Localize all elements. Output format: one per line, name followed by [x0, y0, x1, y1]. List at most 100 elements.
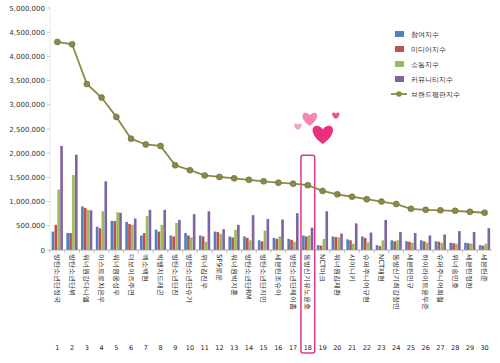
bar: [158, 232, 161, 250]
x-tick-label: 세븐틴준: [480, 254, 488, 282]
rank-label: 2: [70, 344, 74, 352]
y-tick-label: 3,000,000: [9, 101, 45, 109]
bar: [217, 232, 220, 250]
bar: [293, 242, 296, 250]
rank-label: 8: [158, 344, 162, 352]
line-marker: [349, 194, 355, 200]
bar: [246, 238, 249, 250]
x-tick: [403, 250, 404, 253]
bar: [455, 244, 458, 250]
y-tick: [47, 8, 50, 9]
bar: [305, 236, 308, 250]
bar: [464, 243, 467, 250]
bar: [81, 206, 84, 250]
bar: [96, 227, 99, 250]
x-tick-label: 위너김진우: [200, 254, 208, 289]
line-marker: [113, 114, 119, 120]
x-tick-label: 샤이니키: [348, 254, 356, 282]
y-tick-label: 4,500,000: [9, 29, 45, 37]
line-marker: [158, 143, 164, 149]
bar: [485, 244, 488, 250]
bar: [54, 225, 57, 250]
heart: [313, 126, 333, 144]
bar: [440, 243, 443, 250]
x-tick-label: 슈퍼주니어희철: [436, 254, 444, 303]
bar: [364, 238, 367, 250]
rank-label: 5: [114, 344, 118, 352]
bar: [423, 241, 426, 250]
x-tick-label: 아스트로차은우: [97, 254, 105, 303]
y-tick: [47, 129, 50, 130]
y-tick: [47, 104, 50, 105]
rank-label: 20: [333, 344, 341, 352]
x-tick: [388, 250, 389, 253]
x-tick: [64, 250, 65, 253]
bar: [219, 234, 222, 250]
bar: [340, 234, 343, 250]
rank-label: 22: [363, 344, 371, 352]
x-tick-label: 동방신기유노윤호: [303, 254, 311, 310]
line-marker: [84, 81, 90, 87]
bar: [178, 220, 181, 250]
bar: [426, 243, 429, 250]
bar: [414, 233, 417, 250]
y-tick-label: 500,000: [16, 222, 45, 230]
x-tick: [374, 250, 375, 253]
chart: 0500,0001,000,0001,500,0002,000,0002,500…: [0, 0, 500, 363]
x-tick-label: 슈퍼주니어규현: [362, 254, 370, 303]
x-tick-label: 방탄소년단지민: [259, 254, 267, 303]
bar: [52, 232, 55, 250]
rank-label: 24: [392, 344, 400, 352]
line-marker: [290, 181, 296, 187]
line-marker: [408, 206, 414, 212]
bar: [355, 223, 358, 250]
bar: [134, 219, 137, 250]
bar: [131, 225, 134, 250]
legend-swatch: [395, 46, 404, 52]
rank-label: 30: [480, 344, 488, 352]
bar: [479, 245, 482, 250]
line-marker: [202, 172, 208, 178]
x-tick: [477, 250, 478, 253]
rank-label: 25: [407, 344, 415, 352]
y-tick-label: 1,000,000: [9, 198, 45, 206]
x-tick-label: 방탄소년단진: [171, 254, 179, 296]
x-tick: [138, 250, 139, 253]
x-tick: [108, 250, 109, 253]
x-tick-label: 워너원강다니엘: [82, 254, 90, 303]
bar: [438, 242, 441, 250]
legend-label: 브랜드평판지수: [411, 91, 460, 99]
bar: [449, 243, 452, 250]
legend-swatch: [395, 76, 404, 82]
bar: [399, 232, 402, 250]
legend-swatch: [395, 31, 404, 37]
line-marker: [423, 207, 429, 213]
line-marker: [216, 174, 222, 180]
x-tick-label: 방탄소년단RM: [244, 254, 252, 300]
bar: [155, 230, 158, 250]
line-marker: [231, 175, 237, 181]
line-marker: [99, 95, 105, 101]
x-tick: [197, 250, 198, 253]
x-tick: [271, 250, 272, 253]
x-tick: [418, 250, 419, 253]
line-marker: [261, 178, 267, 184]
y-tick-label: 0: [41, 247, 45, 255]
bar: [69, 233, 72, 250]
bar: [113, 221, 116, 250]
bar: [443, 235, 446, 250]
bar: [367, 242, 370, 250]
line-marker: [467, 209, 473, 215]
bar: [411, 243, 414, 250]
bar: [163, 210, 166, 250]
bar: [199, 235, 202, 250]
x-tick: [94, 250, 95, 253]
legend-swatch: [395, 61, 404, 67]
x-tick: [79, 250, 80, 253]
x-tick: [344, 250, 345, 253]
line-marker: [482, 210, 488, 216]
bar: [249, 240, 252, 250]
x-tick-label: SF9로운: [215, 254, 223, 281]
line-marker: [54, 39, 60, 45]
x-tick-label: 워너원옹성우: [112, 254, 120, 296]
